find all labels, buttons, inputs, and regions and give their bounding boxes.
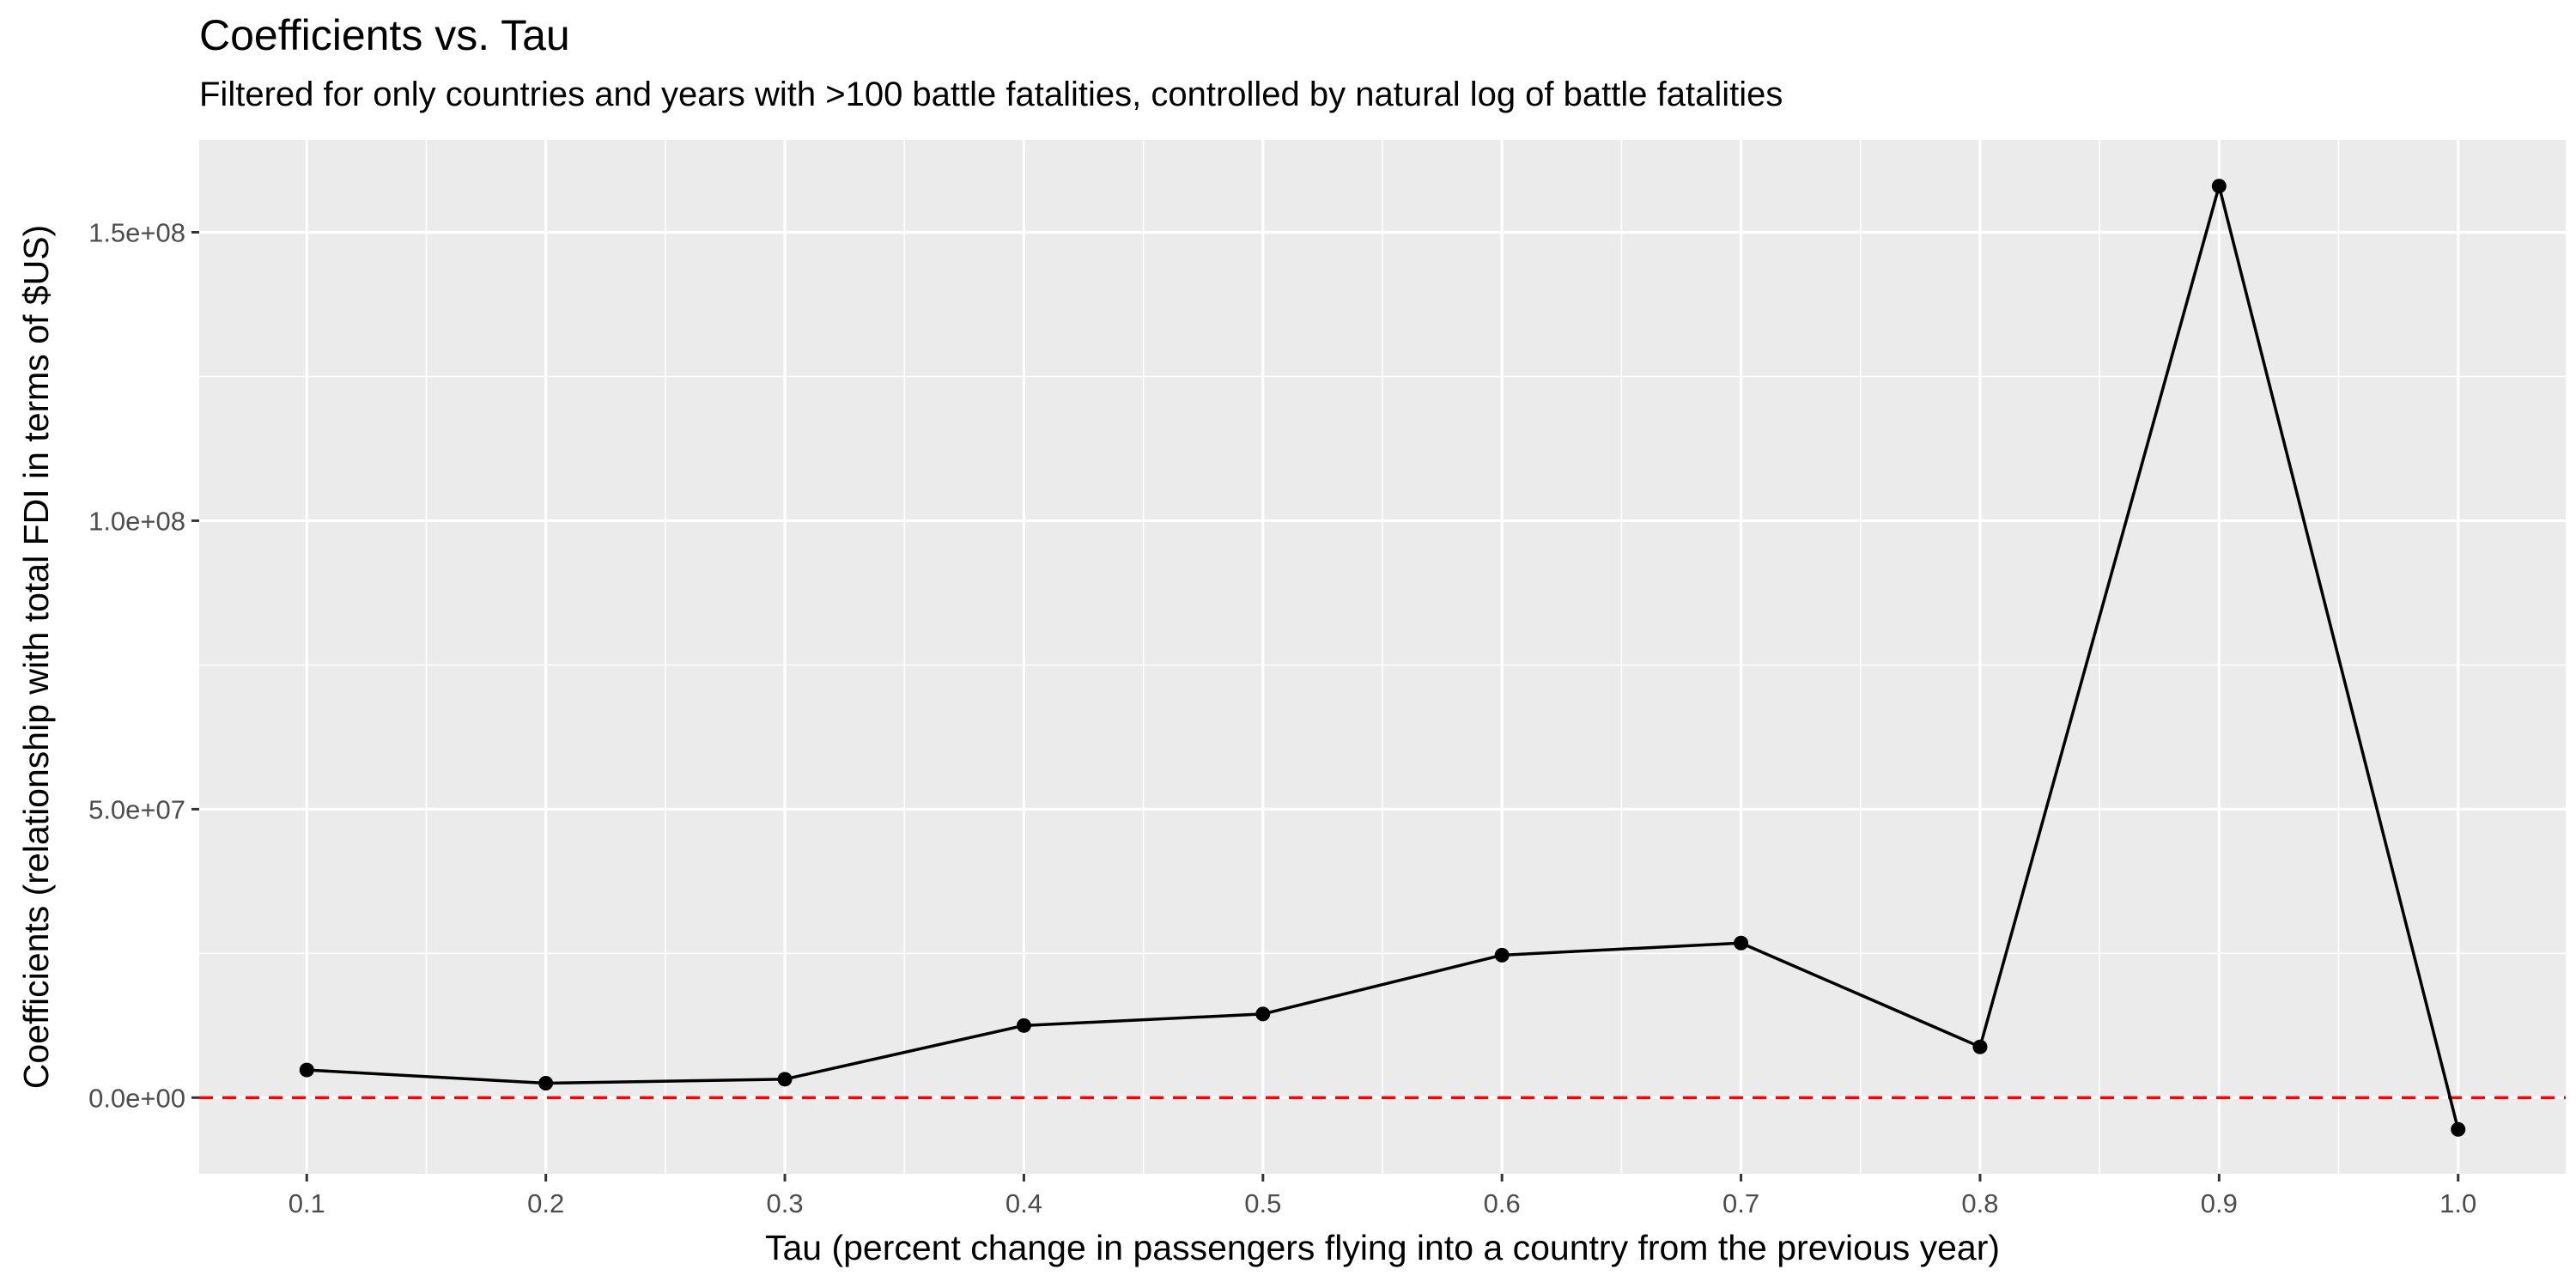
data-point (777, 1072, 793, 1087)
y-tick-label: 5.0e+07 (88, 794, 185, 824)
y-axis-title: Coefficients (relationship with total FD… (16, 225, 56, 1089)
y-axis-ticks: 0.0e+00 5.0e+07 1.0e+08 1.5e+08 (88, 218, 199, 1113)
x-tick-label: 1.0 (2439, 1188, 2476, 1218)
x-tick-label: 0.7 (1722, 1188, 1759, 1218)
x-tick-label: 0.9 (2201, 1188, 2238, 1218)
data-points (299, 179, 2466, 1137)
x-axis-title: Tau (percent change in passengers flying… (765, 1228, 2000, 1267)
x-tick-label: 0.3 (766, 1188, 803, 1218)
x-tick-label: 0.5 (1244, 1188, 1281, 1218)
y-tick-label: 1.5e+08 (88, 218, 185, 248)
series-line (307, 185, 2460, 1130)
chart-subtitle: Filtered for only countries and years wi… (199, 76, 1783, 113)
x-tick-label: 0.4 (1005, 1188, 1042, 1218)
data-point (1016, 1018, 1031, 1033)
data-point (1972, 1039, 1988, 1054)
data-point (1734, 935, 1749, 951)
chart-title: Coefficients vs. Tau (199, 11, 570, 59)
data-point (299, 1062, 314, 1078)
y-tick-label: 1.0e+08 (88, 506, 185, 536)
x-tick-label: 0.6 (1484, 1188, 1521, 1218)
y-tick-label: 0.0e+00 (88, 1083, 185, 1113)
data-point (1255, 1006, 1271, 1022)
major-gridlines (199, 140, 2566, 1174)
data-point (2451, 1121, 2466, 1137)
x-axis-ticks: 0.1 0.2 0.3 0.4 0.5 0.6 0.7 0.8 0.9 1.0 (289, 1174, 2476, 1218)
data-point (1494, 947, 1510, 963)
x-tick-label: 0.2 (527, 1188, 564, 1218)
x-tick-label: 0.8 (1961, 1188, 1998, 1218)
data-point (2211, 179, 2227, 194)
data-point (538, 1076, 554, 1091)
x-tick-label: 0.1 (289, 1188, 325, 1218)
